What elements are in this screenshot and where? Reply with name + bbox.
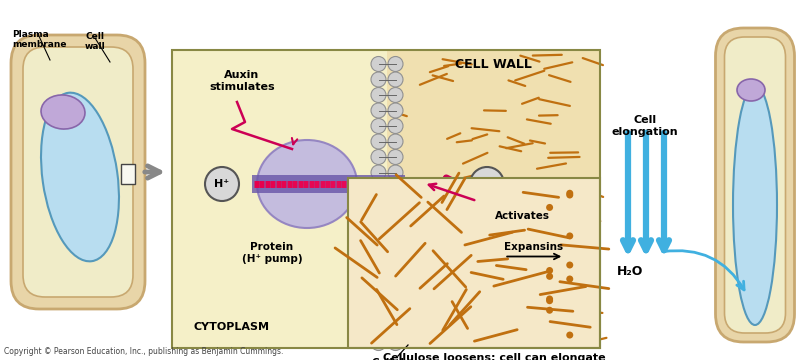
Circle shape <box>371 72 386 87</box>
Circle shape <box>371 289 386 304</box>
Circle shape <box>388 165 403 180</box>
Circle shape <box>371 258 386 273</box>
Circle shape <box>546 273 553 280</box>
Circle shape <box>388 320 403 335</box>
Circle shape <box>388 227 403 242</box>
Circle shape <box>546 204 553 211</box>
Circle shape <box>566 233 574 239</box>
Bar <box>172 50 600 348</box>
Circle shape <box>371 87 386 103</box>
Bar <box>252 175 405 193</box>
Circle shape <box>566 275 574 283</box>
Circle shape <box>371 118 386 134</box>
Text: Cell
wall: Cell wall <box>85 32 106 51</box>
Circle shape <box>546 307 553 314</box>
FancyBboxPatch shape <box>11 35 145 309</box>
Circle shape <box>566 190 574 197</box>
Circle shape <box>388 87 403 103</box>
Circle shape <box>371 320 386 335</box>
Ellipse shape <box>733 85 777 325</box>
Circle shape <box>566 332 574 338</box>
Circle shape <box>388 57 403 72</box>
Text: H⁺: H⁺ <box>479 179 494 189</box>
Bar <box>348 178 600 348</box>
Circle shape <box>371 165 386 180</box>
Text: Activates: Activates <box>495 211 550 221</box>
FancyBboxPatch shape <box>23 47 133 297</box>
Circle shape <box>546 297 553 304</box>
Circle shape <box>371 57 386 72</box>
Text: H₂O: H₂O <box>617 265 643 278</box>
Circle shape <box>546 296 553 302</box>
Circle shape <box>388 180 403 195</box>
Text: Cellulose
molecule: Cellulose molecule <box>371 358 425 360</box>
FancyBboxPatch shape <box>715 28 794 342</box>
Circle shape <box>371 305 386 320</box>
Bar <box>121 164 135 184</box>
Circle shape <box>470 167 504 201</box>
Circle shape <box>205 167 239 201</box>
Ellipse shape <box>41 93 119 261</box>
Ellipse shape <box>257 140 357 228</box>
Circle shape <box>388 211 403 226</box>
Circle shape <box>388 336 403 351</box>
Circle shape <box>388 258 403 273</box>
Text: Auxin
stimulates: Auxin stimulates <box>209 70 275 91</box>
Circle shape <box>388 289 403 304</box>
Circle shape <box>371 103 386 118</box>
Text: Plasma
membrane: Plasma membrane <box>12 30 66 49</box>
Circle shape <box>388 149 403 165</box>
Ellipse shape <box>41 95 85 129</box>
Circle shape <box>388 118 403 134</box>
Circle shape <box>388 134 403 149</box>
Circle shape <box>388 243 403 257</box>
Circle shape <box>371 149 386 165</box>
Circle shape <box>371 243 386 257</box>
FancyBboxPatch shape <box>725 37 786 333</box>
Ellipse shape <box>737 79 765 101</box>
Circle shape <box>388 72 403 87</box>
Circle shape <box>371 211 386 226</box>
Circle shape <box>371 134 386 149</box>
Circle shape <box>388 305 403 320</box>
Circle shape <box>371 227 386 242</box>
Circle shape <box>388 196 403 211</box>
Bar <box>172 50 387 348</box>
Text: CELL WALL: CELL WALL <box>455 58 532 71</box>
Text: H⁺: H⁺ <box>214 179 230 189</box>
Circle shape <box>371 336 386 351</box>
Text: Copyright © Pearson Education, Inc., publishing as Benjamin Cummings.: Copyright © Pearson Education, Inc., pub… <box>4 347 283 356</box>
Text: Expansins: Expansins <box>504 242 563 252</box>
Circle shape <box>371 274 386 288</box>
Text: Cell
elongation: Cell elongation <box>612 115 678 136</box>
Circle shape <box>566 192 574 198</box>
Text: CYTOPLASM: CYTOPLASM <box>194 322 270 332</box>
Bar <box>387 50 600 348</box>
Circle shape <box>388 274 403 288</box>
Circle shape <box>546 267 553 274</box>
Circle shape <box>388 103 403 118</box>
Circle shape <box>371 180 386 195</box>
Circle shape <box>566 261 574 269</box>
Circle shape <box>371 196 386 211</box>
Text: Protein
(H⁺ pump): Protein (H⁺ pump) <box>242 242 302 264</box>
Text: Cellulose loosens; cell can elongate: Cellulose loosens; cell can elongate <box>382 353 606 360</box>
